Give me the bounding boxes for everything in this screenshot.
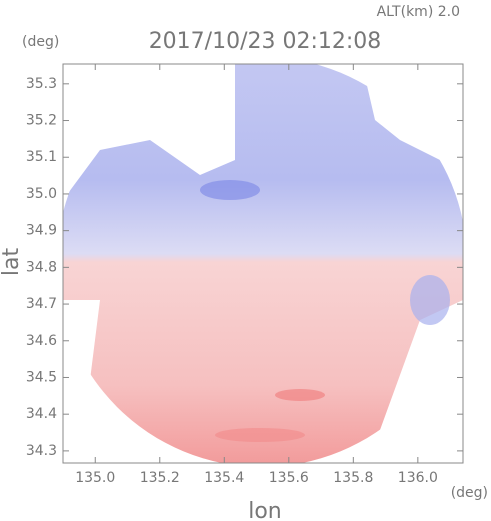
y-tick-label: 35.2: [26, 113, 57, 129]
chart-title: 2017/10/23 02:12:08: [149, 29, 382, 54]
y-tick-label: 35.1: [26, 149, 57, 165]
y-tick-label: 34.8: [26, 259, 57, 275]
y-tick-label: 34.7: [26, 296, 57, 312]
y-tick-label: 34.4: [26, 406, 57, 422]
y-tick-label: 35.0: [26, 186, 57, 202]
y-unit: (deg): [22, 34, 59, 50]
y-tick-label: 35.3: [26, 76, 57, 92]
x-tick-label: 135.0: [75, 470, 115, 486]
x-tick-label: 135.6: [269, 470, 309, 486]
y-tick-label: 34.5: [26, 369, 57, 385]
x-tick-label: 136.0: [398, 470, 438, 486]
x-unit: (deg): [451, 485, 488, 501]
y-tick-label: 34.3: [26, 443, 57, 459]
x-tick-label: 135.4: [204, 470, 244, 486]
y-axis-label: lat: [0, 248, 24, 277]
annotation: ALT(km) 2.0: [377, 4, 460, 20]
radar-field: [63, 64, 463, 463]
x-axis-label: lon: [248, 499, 282, 521]
plot-frame: [62, 63, 464, 464]
y-tick-label: 34.9: [26, 223, 57, 239]
y-tick-label: 34.6: [26, 333, 57, 349]
x-tick-label: 135.2: [140, 470, 180, 486]
x-tick-label: 135.8: [333, 470, 373, 486]
